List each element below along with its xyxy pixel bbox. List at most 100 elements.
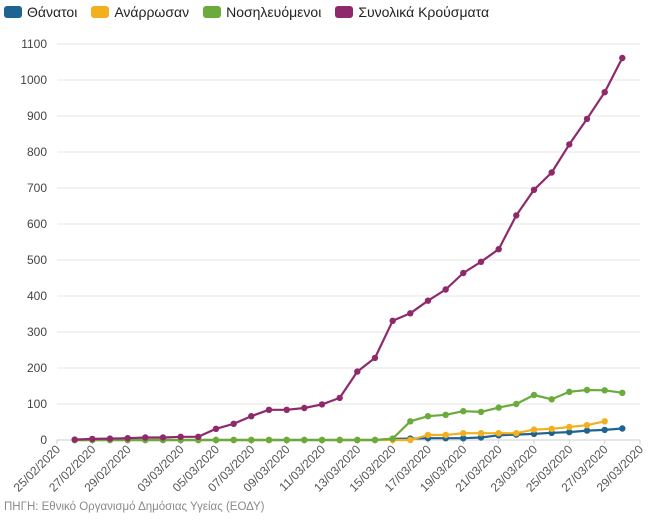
series-line <box>73 56 624 441</box>
y-tick-label: 500 <box>27 253 47 267</box>
data-point <box>230 420 237 427</box>
data-point <box>601 387 608 394</box>
legend-swatch <box>203 6 222 18</box>
y-tick-label: 200 <box>27 361 47 375</box>
data-point <box>495 430 502 437</box>
data-point <box>301 404 308 412</box>
legend: Θάνατοι Ανάρρωσαν Νοσηλευόμενοι Συνολικά Κρ… <box>4 2 503 22</box>
data-point <box>583 386 591 394</box>
data-point <box>583 422 591 429</box>
data-point <box>442 411 449 418</box>
data-point <box>124 435 131 442</box>
data-point <box>212 425 220 432</box>
data-point <box>71 436 78 443</box>
data-point <box>354 436 361 444</box>
data-point <box>336 436 343 444</box>
data-point <box>566 423 573 431</box>
y-tick-label: 1100 <box>21 37 47 51</box>
data-point <box>265 406 273 413</box>
data-point <box>601 426 608 434</box>
data-point <box>248 413 255 420</box>
legend-label: Ανάρρωσαν <box>114 4 190 20</box>
data-point <box>513 400 520 408</box>
source-note: ΠΗΓΗ: Εθνικό Οργανισμό Δημόσιας Υγείας (… <box>4 501 265 513</box>
data-point <box>389 317 396 324</box>
data-point <box>442 286 449 293</box>
data-point <box>495 404 502 411</box>
data-point <box>318 401 326 408</box>
data-point <box>530 391 538 399</box>
y-tick-label: 900 <box>27 109 47 123</box>
y-axis-ticks: 0 100 200 300 400 500 600 700 800 900 1000 1100 <box>20 37 47 447</box>
data-point <box>583 427 591 434</box>
data-point <box>106 435 114 442</box>
legend-swatch <box>4 6 22 18</box>
y-tick-label: 1000 <box>20 73 47 87</box>
data-point <box>371 354 379 362</box>
data-point <box>407 310 414 317</box>
data-point <box>530 186 538 193</box>
data-point <box>460 408 467 415</box>
data-point <box>89 435 96 443</box>
series-lines <box>71 54 626 444</box>
data-point <box>619 425 626 432</box>
legend-item[interactable]: Θάνατοι <box>4 4 77 20</box>
data-point <box>142 434 149 441</box>
y-tick-label: 600 <box>27 217 47 231</box>
data-point <box>530 426 538 433</box>
data-point <box>477 258 485 265</box>
y-tick-label: 400 <box>27 289 47 303</box>
data-point <box>619 389 626 396</box>
y-tick-label: 300 <box>27 325 47 339</box>
data-point <box>301 436 308 444</box>
data-point <box>424 297 432 304</box>
data-point <box>601 418 608 425</box>
data-point <box>548 169 555 176</box>
data-point <box>460 430 467 437</box>
data-point <box>265 436 273 444</box>
data-point <box>407 418 414 425</box>
legend-label: Συνολικά Κρούσματα <box>358 4 490 20</box>
data-point <box>230 436 237 444</box>
series-Συνολικά Κρούσματα <box>71 54 626 443</box>
data-point <box>424 413 432 420</box>
legend-item[interactable]: Συνολικά Κρούσματα <box>335 4 489 20</box>
series-Νοσηλευόμενοι <box>71 386 626 444</box>
data-point <box>318 436 326 444</box>
data-point <box>477 408 485 416</box>
data-point <box>548 396 555 403</box>
legend-item[interactable]: Νοσηλευόμενοι <box>203 4 321 20</box>
data-point <box>354 368 361 375</box>
data-point <box>177 433 184 440</box>
data-point <box>495 246 502 253</box>
data-point <box>212 436 220 444</box>
data-point <box>283 406 290 413</box>
data-point <box>566 141 573 148</box>
y-tick-label: 800 <box>27 145 47 159</box>
data-point <box>283 436 290 444</box>
data-point <box>460 269 467 277</box>
legend-item[interactable]: Ανάρρωσαν <box>91 4 189 20</box>
data-point <box>513 430 520 437</box>
data-point <box>548 425 555 432</box>
legend-label: Θάνατοι <box>27 4 78 20</box>
data-point <box>619 54 626 62</box>
legend-swatch <box>335 6 354 18</box>
data-point <box>371 436 379 444</box>
grid-lines <box>57 43 640 441</box>
data-point <box>477 430 485 437</box>
data-point <box>195 433 202 440</box>
data-point <box>336 394 343 402</box>
legend-swatch <box>91 6 110 18</box>
data-point <box>601 89 608 96</box>
data-point <box>442 431 449 439</box>
y-tick-label: 100 <box>27 397 47 411</box>
y-tick-label: 0 <box>40 433 47 447</box>
y-tick-label: 700 <box>27 181 47 195</box>
data-point <box>159 434 167 441</box>
legend-label: Νοσηλευόμενοι <box>226 4 322 20</box>
data-point <box>407 436 414 444</box>
data-point <box>513 212 520 219</box>
